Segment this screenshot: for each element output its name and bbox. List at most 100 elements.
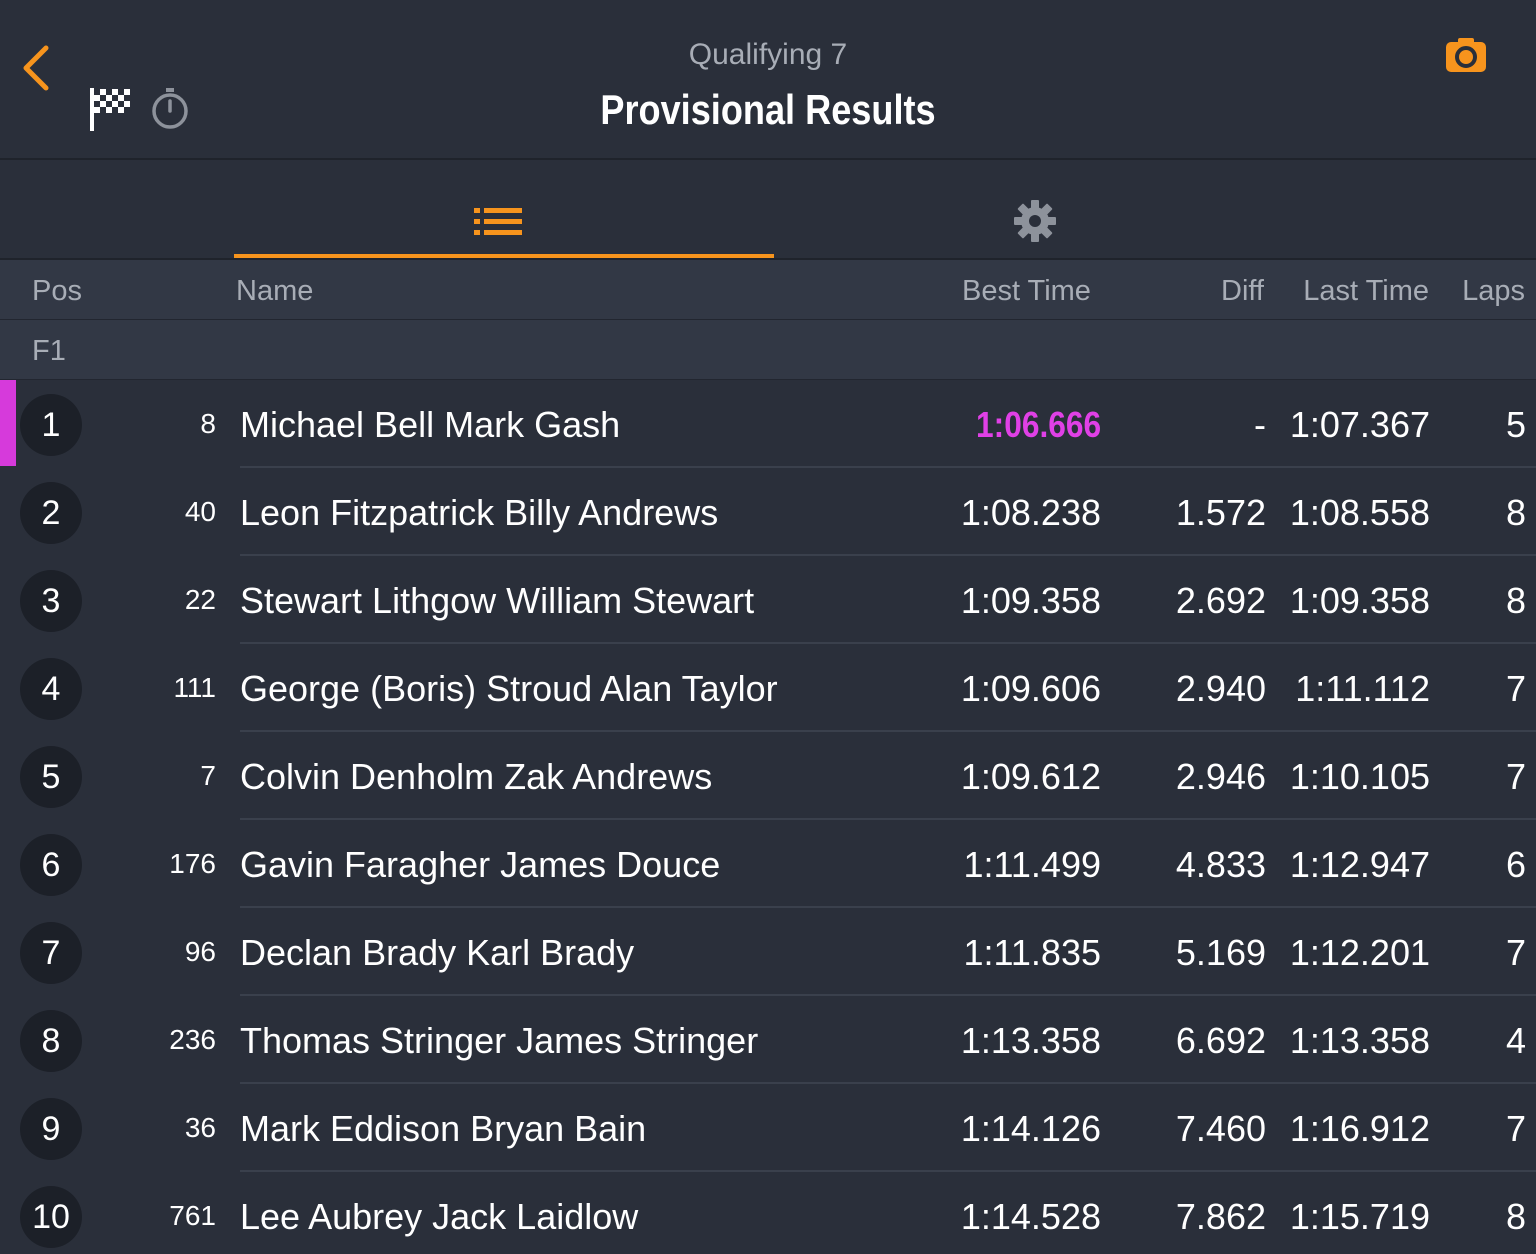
- row-divider: [240, 1170, 1536, 1172]
- driver-name: George (Boris) Stroud Alan Taylor: [240, 668, 778, 709]
- page-title: Provisional Results: [600, 86, 936, 133]
- checkered-flag-icon: [88, 86, 132, 132]
- laps: 8: [1505, 580, 1526, 621]
- kart-number: 111: [173, 672, 216, 703]
- result-row[interactable]: 4 111 George (Boris) Stroud Alan Taylor …: [0, 644, 1536, 732]
- best-time: 1:09.606: [960, 668, 1101, 709]
- driver-name: Lee Aubrey Jack Laidlow: [240, 1196, 639, 1237]
- stopwatch-icon[interactable]: [150, 86, 190, 130]
- best-time: 1:13.358: [960, 1020, 1101, 1061]
- last-time: 1:12.947: [1289, 844, 1430, 885]
- best-time: 1:09.612: [960, 756, 1101, 797]
- active-tab-indicator: [234, 254, 774, 258]
- laps: 6: [1505, 844, 1526, 885]
- laps: 5: [1505, 404, 1526, 445]
- result-row[interactable]: 6 176 Gavin Faragher James Douce 1:11.49…: [0, 820, 1536, 908]
- position-badge: 4: [20, 658, 82, 720]
- result-row[interactable]: 8 236 Thomas Stringer James Stringer 1:1…: [0, 996, 1536, 1084]
- best-time: 1:08.238: [960, 492, 1101, 533]
- row-divider: [240, 818, 1536, 820]
- position-badge: 2: [20, 482, 82, 544]
- last-time: 1:11.112: [1295, 668, 1430, 709]
- row-divider: [240, 642, 1536, 644]
- gear-icon: [1014, 200, 1056, 242]
- position-badge: 9: [20, 1098, 82, 1160]
- position-badge: 1: [20, 394, 82, 456]
- laps: 7: [1505, 1108, 1526, 1149]
- leader-indicator: [0, 380, 16, 466]
- diff: 7.862: [1175, 1196, 1266, 1237]
- tab-settings[interactable]: [774, 160, 1296, 258]
- result-row[interactable]: 10 761 Lee Aubrey Jack Laidlow 1:14.528 …: [0, 1172, 1536, 1254]
- session-name: Qualifying 7: [688, 38, 848, 71]
- last-time: 1:10.105: [1289, 756, 1430, 797]
- column-name[interactable]: Name: [236, 275, 314, 307]
- column-pos[interactable]: Pos: [32, 275, 82, 307]
- row-divider: [240, 466, 1536, 468]
- last-time: 1:12.201: [1289, 932, 1430, 973]
- position-badge: 7: [20, 922, 82, 984]
- list-icon: [474, 208, 522, 235]
- position-badge: 10: [20, 1186, 82, 1248]
- row-divider: [240, 554, 1536, 556]
- camera-icon[interactable]: [1444, 36, 1488, 74]
- kart-number: 36: [184, 1112, 216, 1143]
- best-time: 1:11.499: [963, 844, 1101, 885]
- last-time: 1:08.558: [1289, 492, 1430, 533]
- result-row[interactable]: 5 7 Colvin Denholm Zak Andrews 1:09.612 …: [0, 732, 1536, 820]
- column-header-row: Pos Name Best Time Diff Last Time Laps: [0, 260, 1536, 320]
- driver-name: Michael Bell Mark Gash: [240, 404, 621, 445]
- diff: 7.460: [1175, 1108, 1266, 1149]
- laps: 8: [1505, 1196, 1526, 1237]
- column-diff[interactable]: Diff: [1221, 275, 1264, 307]
- row-divider: [240, 730, 1536, 732]
- class-label: F1: [32, 335, 66, 367]
- diff: 1.572: [1175, 492, 1266, 533]
- kart-number: 22: [184, 584, 216, 615]
- result-row[interactable]: 2 40 Leon Fitzpatrick Billy Andrews 1:08…: [0, 468, 1536, 556]
- row-divider: [240, 906, 1536, 908]
- best-time: 1:14.126: [960, 1108, 1101, 1149]
- driver-name: Declan Brady Karl Brady: [240, 932, 635, 973]
- result-row[interactable]: 9 36 Mark Eddison Bryan Bain 1:14.126 7.…: [0, 1084, 1536, 1172]
- last-time: 1:13.358: [1289, 1020, 1430, 1061]
- header-bar: Qualifying 7 Provisional Results: [0, 0, 1536, 160]
- kart-number: 761: [169, 1200, 216, 1231]
- driver-name: Colvin Denholm Zak Andrews: [240, 756, 713, 797]
- laps: 8: [1505, 492, 1526, 533]
- laps: 7: [1505, 756, 1526, 797]
- diff: 6.692: [1175, 1020, 1266, 1061]
- best-time: 1:11.835: [963, 932, 1101, 973]
- kart-number: 7: [200, 760, 216, 791]
- position-badge: 6: [20, 834, 82, 896]
- kart-number: 236: [169, 1024, 216, 1055]
- position-badge: 8: [20, 1010, 82, 1072]
- result-row[interactable]: 7 96 Declan Brady Karl Brady 1:11.835 5.…: [0, 908, 1536, 996]
- column-last-time[interactable]: Last Time: [1303, 275, 1429, 307]
- last-time: 1:09.358: [1289, 580, 1430, 621]
- best-time: 1:14.528: [960, 1196, 1101, 1237]
- kart-number: 176: [169, 848, 216, 879]
- position-badge: 3: [20, 570, 82, 632]
- result-row[interactable]: 3 22 Stewart Lithgow William Stewart 1:0…: [0, 556, 1536, 644]
- class-section-header: F1: [0, 320, 1536, 380]
- best-time: 1:06.666: [975, 404, 1101, 445]
- last-time: 1:16.912: [1289, 1108, 1430, 1149]
- laps: 7: [1505, 668, 1526, 709]
- driver-name: Thomas Stringer James Stringer: [240, 1020, 759, 1061]
- column-laps[interactable]: Laps: [1462, 275, 1525, 307]
- tab-results-list[interactable]: [234, 160, 774, 258]
- diff: 5.169: [1175, 932, 1266, 973]
- chevron-left-icon[interactable]: [16, 40, 60, 96]
- column-best-time[interactable]: Best Time: [962, 275, 1091, 307]
- best-time: 1:09.358: [960, 580, 1101, 621]
- diff: 4.833: [1175, 844, 1266, 885]
- kart-number: 40: [184, 496, 216, 527]
- position-badge: 5: [20, 746, 82, 808]
- row-divider: [240, 1082, 1536, 1084]
- diff: 2.692: [1175, 580, 1266, 621]
- laps: 4: [1505, 1020, 1526, 1061]
- result-row[interactable]: 1 8 Michael Bell Mark Gash 1:06.666 - 1:…: [0, 380, 1536, 468]
- row-divider: [240, 994, 1536, 996]
